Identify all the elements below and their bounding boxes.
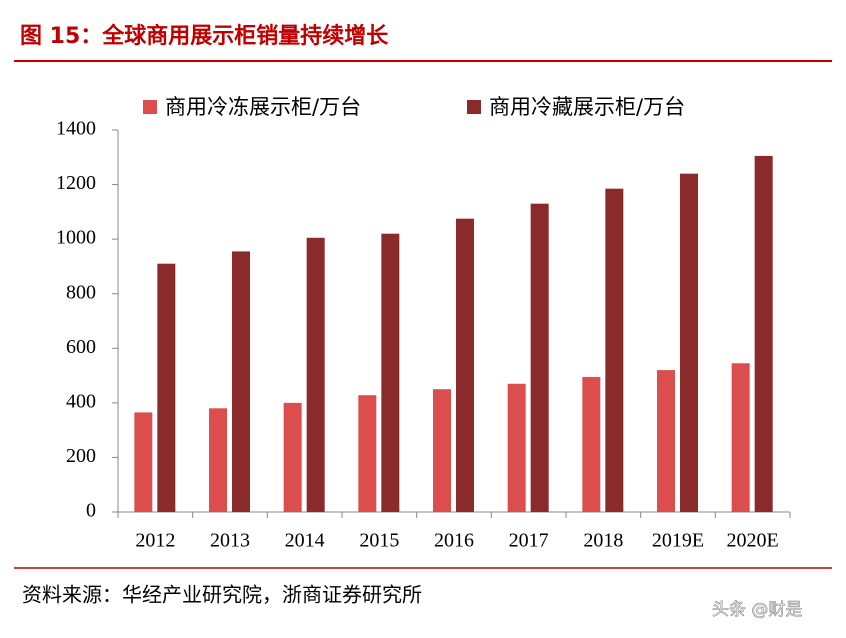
watermark: 头条 @财是 (712, 600, 802, 620)
bar (209, 408, 227, 512)
bar (680, 173, 698, 512)
x-tick-label: 2017 (509, 530, 549, 552)
x-tick-label: 2018 (583, 530, 623, 552)
y-tick-label: 1200 (56, 172, 96, 194)
bar (157, 263, 176, 512)
bar (605, 188, 624, 512)
x-tick-label: 2019E (652, 530, 704, 552)
bar (456, 218, 474, 512)
legend-swatch (143, 100, 157, 114)
x-tick-label: 2020E (727, 530, 779, 552)
bar (657, 370, 675, 512)
y-tick-label: 1400 (56, 118, 96, 140)
y-tick-label: 0 (86, 500, 96, 522)
bar (134, 412, 153, 512)
x-tick-label: 2015 (359, 530, 399, 552)
y-tick-label: 800 (66, 281, 96, 303)
x-tick-label: 2013 (210, 530, 250, 552)
x-tick-label: 2016 (434, 530, 474, 552)
y-tick-label: 600 (66, 336, 96, 358)
legend-label: 商用冷冻展示柜/万台 (165, 95, 361, 119)
bar (306, 237, 325, 512)
bar (232, 251, 250, 512)
y-tick-label: 400 (66, 390, 96, 412)
bar (507, 383, 526, 512)
y-tick-label: 1000 (56, 227, 96, 249)
y-tick-label: 200 (66, 445, 96, 467)
chart-title: 图 15：全球商用展示柜销量持续增长 (20, 23, 389, 49)
bar (754, 155, 773, 512)
bar (283, 402, 302, 512)
bar (731, 363, 750, 512)
source-note: 资料来源：华经产业研究院，浙商证券研究所 (22, 583, 422, 607)
legend-swatch (467, 100, 481, 114)
x-tick-label: 2014 (285, 530, 325, 552)
legend-label: 商用冷藏展示柜/万台 (489, 95, 685, 119)
x-tick-label: 2012 (135, 530, 175, 552)
bar (358, 395, 377, 512)
bar (582, 376, 601, 512)
bar (433, 389, 451, 512)
bar (530, 203, 549, 512)
bar (381, 233, 400, 512)
